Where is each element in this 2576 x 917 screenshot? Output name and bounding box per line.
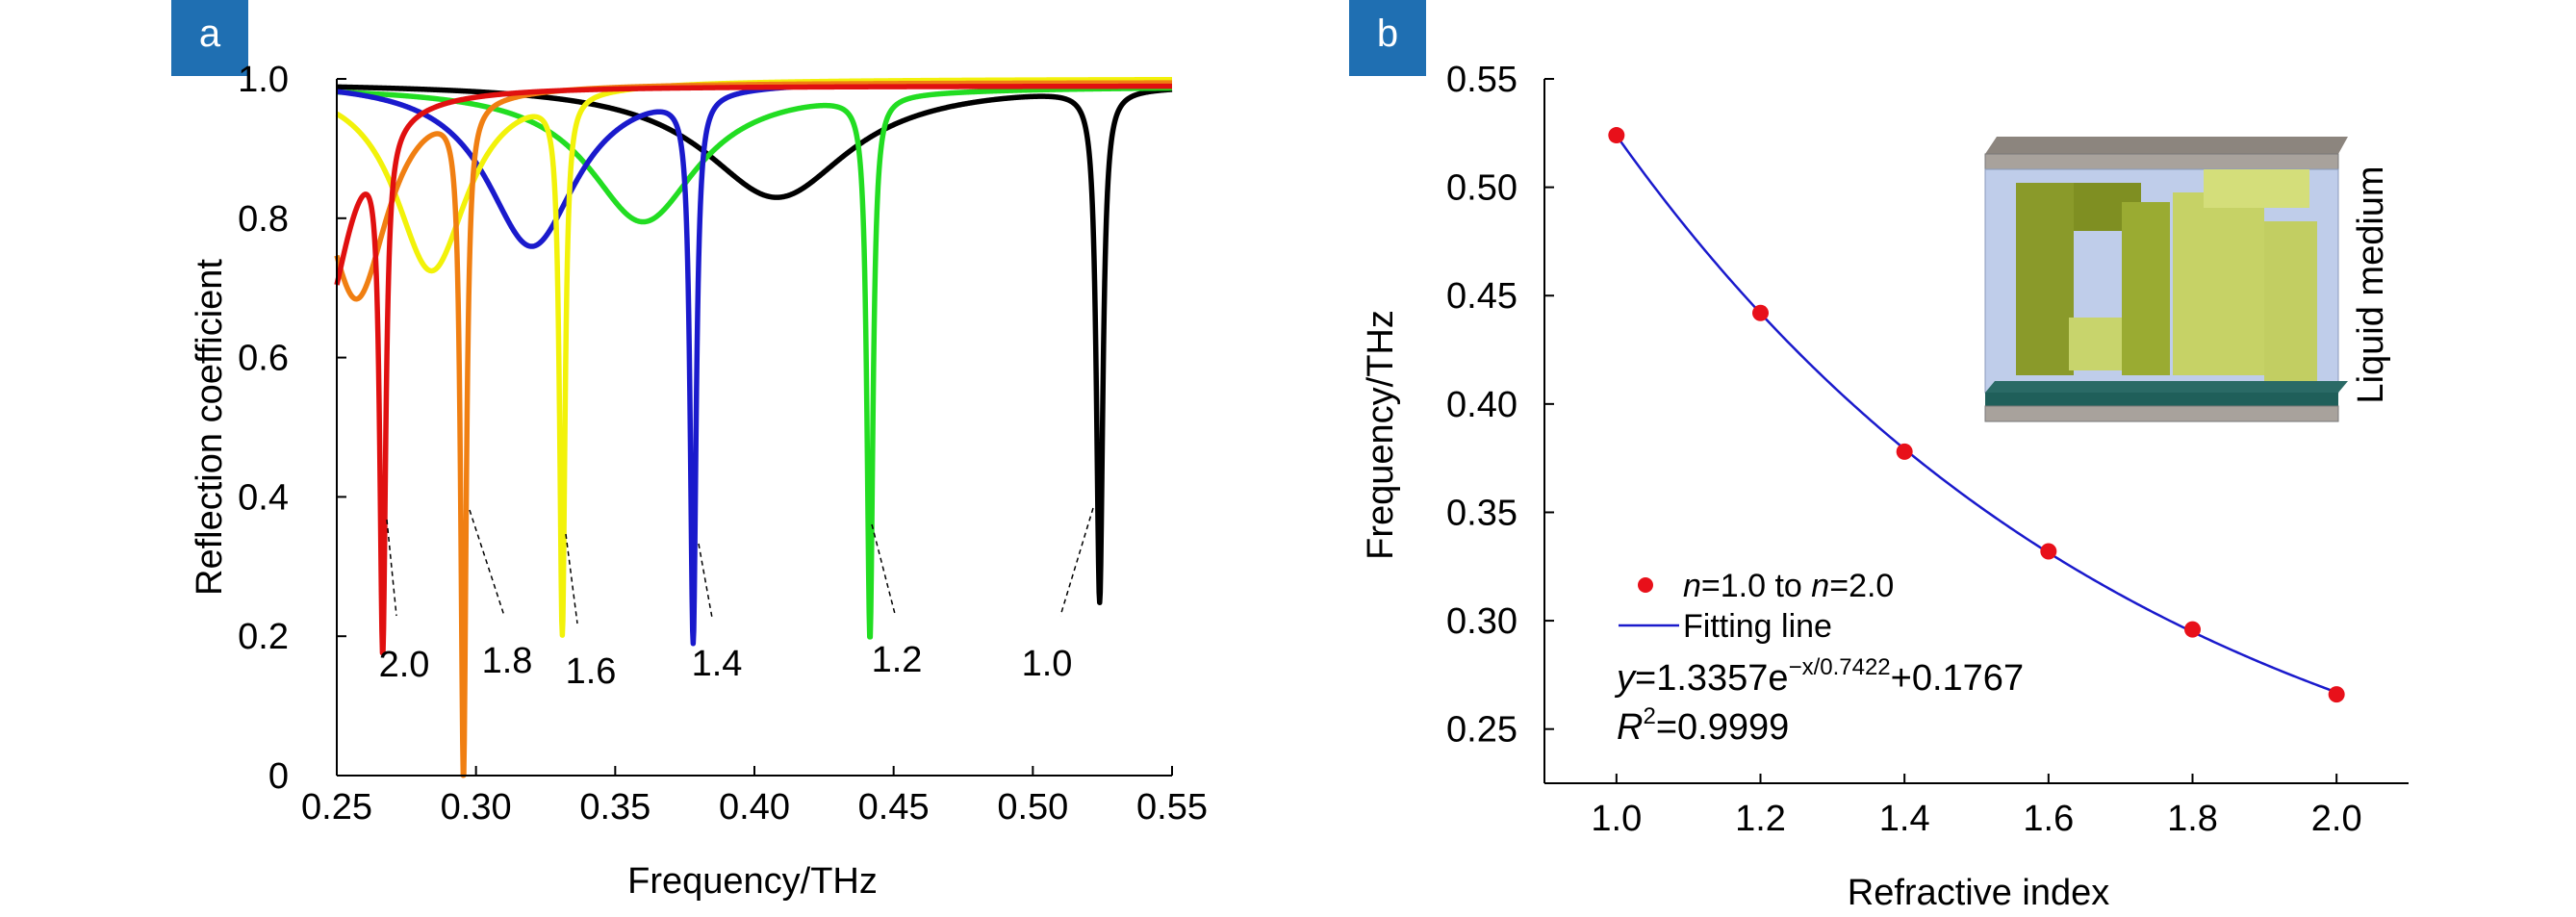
inset-structure-illustration: Liquid medium [1984,137,2391,422]
panel-a-curve-labels: 2.0 1.8 1.6 1.4 1.2 1.0 [379,640,1073,692]
panel-b-legend: n=1.0 to n=2.0 Fitting line [1619,568,1894,645]
data-point [1608,127,1625,144]
x-tick-label: 0.45 [858,787,930,828]
x-tick-label: 0.30 [441,787,512,828]
x-tick-label: 0.50 [997,787,1068,828]
curve-label-1-6: 1.6 [566,651,617,692]
panel-badge-a [171,0,248,76]
x-tick-label: 1.6 [2023,799,2074,839]
data-point [1752,304,1769,321]
series-line-n-2-0 [334,83,1175,656]
y-tick-label: 0.8 [238,199,289,240]
panel-b-ticks: 1.0 1.2 1.4 1.6 1.8 2.0 0.25 0.30 0.35 0.40 0.45 0.… [1446,60,2362,839]
annotation-leader-1-6 [565,533,578,624]
curve-label-2-0: 2.0 [379,645,430,685]
x-tick-label: 0.55 [1136,787,1208,828]
annotation-leader-1-0 [1059,507,1094,617]
legend-line-label: Fitting line [1683,608,1832,645]
panel-label-b: b [1377,13,1398,55]
y-tick-label: 0.30 [1446,601,1518,642]
x-tick-label: 2.0 [2311,799,2362,839]
data-point [2184,621,2201,638]
x-tick-label: 0.25 [301,787,372,828]
x-tick-label: 0.35 [579,787,650,828]
legend-point-marker [1638,577,1653,593]
panel-b-xlabel: Refractive index [1848,873,2109,913]
annotation-leader-2-0 [386,519,397,617]
x-tick-label: 1.8 [2167,799,2218,839]
y-tick-label: 0.50 [1446,168,1518,209]
data-point [1896,443,1913,460]
y-tick-label: 0.55 [1446,60,1518,100]
y-tick-label: 0.40 [1446,385,1518,425]
x-tick-label: 1.0 [1591,799,1642,839]
panel-a: a 0.25 0.30 0.35 0.40 0.45 0.50 0.55 0 0.2 0.4 0.6… [171,0,1208,902]
x-tick-label: 1.2 [1735,799,1786,839]
panel-a-ylabel: Reflection coefficient [190,259,230,596]
x-tick-label: 1.4 [1879,799,1930,839]
y-tick-label: 0.35 [1446,493,1518,533]
panel-b-plot [1608,127,2345,703]
y-tick-label: 1.0 [238,60,289,100]
panel-b: b Liquid medium 1.0 1.2 1.4 1.6 1.8 2.0 0.25 0.… [1349,0,2409,913]
panel-a-xlabel: Frequency/THz [627,861,878,902]
panel-a-annotations [386,507,1094,624]
panel-badge-b [1349,0,1426,76]
legend-points-label: n=1.0 to n=2.0 [1683,568,1894,604]
annotation-leader-1-2 [871,523,896,615]
fit-equation: y=1.3357e−x/0.7422+0.1767 [1614,654,2024,699]
panel-b-ylabel: Frequency/THz [1361,310,1401,560]
series-line-n-1-0 [334,84,1175,605]
panel-label-a: a [199,13,221,55]
x-tick-label: 0.40 [719,787,790,828]
curve-label-1-8: 1.8 [482,641,533,681]
annotation-leader-1-8 [469,509,505,617]
panel-a-ticks: 0.25 0.30 0.35 0.40 0.45 0.50 0.55 0 0.2 0.4 0.6 0.… [238,60,1208,828]
y-tick-label: 0.45 [1446,276,1518,317]
curve-label-1-2: 1.2 [872,640,923,680]
data-point [2328,686,2345,703]
panel-a-curves [334,76,1175,778]
inset-label-liquid-medium: Liquid medium [2351,166,2391,403]
fitting-line [1615,135,2337,694]
y-tick-label: 0.6 [238,339,289,379]
annotation-leader-1-4 [698,543,713,619]
y-tick-label: 0.25 [1446,710,1518,751]
y-tick-label: 0.4 [238,477,289,518]
curve-label-1-0: 1.0 [1022,644,1073,684]
y-tick-label: 0.2 [238,617,289,657]
series-line-n-1-8 [334,80,1175,778]
series-line-n-1-2 [334,85,1175,640]
data-point [2040,543,2057,560]
y-tick-label: 0 [268,756,289,797]
curve-label-1-4: 1.4 [692,644,743,684]
fit-r-squared: R2=0.9999 [1617,703,1789,748]
